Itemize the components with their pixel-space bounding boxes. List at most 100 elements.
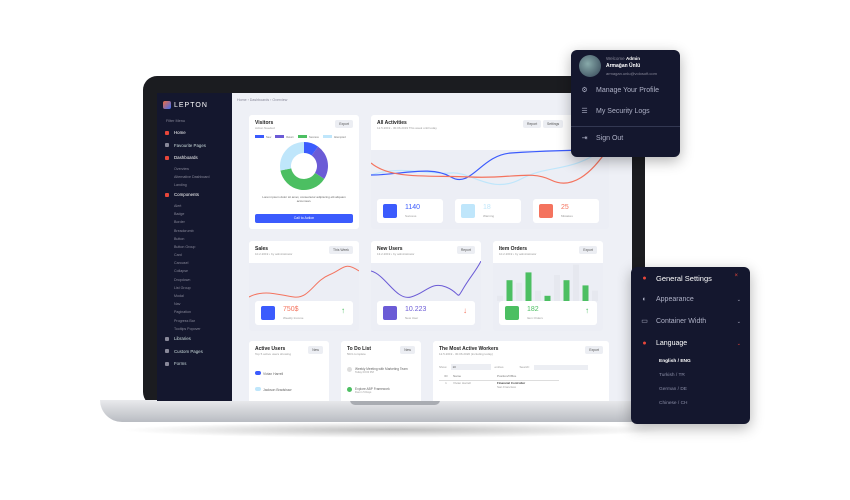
table-row[interactable]: 1 Vivian Harrell Financial Controller San F… [445, 381, 526, 389]
card-button[interactable]: Export [579, 246, 597, 254]
entries-select[interactable]: 10 [450, 364, 491, 370]
language-option[interactable]: English / ENG [659, 359, 691, 364]
breadcrumb-dashboards[interactable]: Dashboards [249, 98, 270, 102]
sidebar-item[interactable]: Progress Bar [174, 318, 195, 323]
card-subtitle: 12.5.2019 - 30.06.2020 (including today) [439, 352, 493, 356]
card-title: The Most Active Workers [439, 346, 499, 352]
sidebar-item[interactable]: Home [165, 127, 227, 140]
sidebar-item[interactable]: Forms [165, 358, 227, 371]
new-button[interactable]: New [400, 346, 415, 354]
card-title: Sales [255, 246, 269, 252]
filter-menu[interactable]: Filter Menu [166, 119, 185, 123]
card-button[interactable]: This Week [329, 246, 353, 254]
menu-icon [165, 361, 169, 366]
appearance-item[interactable]: ◐ Appearance ⌄ [642, 296, 741, 303]
chevron-down-icon: ⌄ [736, 296, 741, 303]
sidebar-item[interactable]: Favourite Pages [165, 140, 227, 153]
arrow-up-icon: ↑ [341, 306, 345, 315]
sidebar: LEPTON Filter Menu Home Favourite Pages Da… [157, 93, 232, 401]
sidebar-item[interactable]: Modal [174, 294, 184, 298]
sidebar-item[interactable]: Libraries [165, 333, 227, 346]
card-title: New Users [377, 246, 403, 252]
sidebar-item[interactable]: Nav [174, 302, 181, 307]
sidebar-item[interactable]: Landing [174, 183, 187, 188]
sales-card: Sales 10.2.2019 • by administrator This We… [249, 241, 359, 331]
export-button[interactable]: Export [585, 346, 603, 354]
container-icon: ▭ [641, 318, 648, 325]
sidebar-item[interactable]: List Group [174, 285, 191, 290]
language-item[interactable]: ● Language ⌄ [642, 340, 741, 347]
order-bar [535, 290, 541, 301]
language-option[interactable]: German / DE [659, 387, 687, 392]
activities-line-chart [371, 145, 609, 185]
sidebar-item[interactable]: Card [174, 253, 182, 258]
sidebar-item[interactable]: Pagination [174, 310, 191, 315]
sidebar-item[interactable]: Dropdown [174, 277, 191, 282]
language-option[interactable]: Chinese / CH [659, 401, 688, 406]
new-users-card: New Users 13.2.2019 • by administrator Rep… [371, 241, 481, 331]
card-title: Visitors [255, 120, 274, 126]
card-title: All Activities [377, 120, 407, 126]
sidebar-item[interactable]: Alternative Dashboard [174, 174, 210, 179]
container-width-item[interactable]: ▭ Container Width ⌄ [641, 318, 741, 325]
sidebar-item[interactable]: Dashboards [165, 152, 227, 165]
manage-profile-item[interactable]: ⚙ Manage Your Profile [581, 87, 660, 94]
todo-item[interactable]: Explore ABP Framework Due in 5 Days [347, 387, 411, 394]
item-orders-card: Item Orders 10.2.2019 • by administrator E… [493, 241, 603, 331]
sidebar-item[interactable]: Carousel [174, 261, 189, 266]
sidebar-item[interactable]: Overview [174, 166, 189, 171]
call-to-action-button[interactable]: Call to Action [255, 214, 353, 223]
logo[interactable]: LEPTON [163, 101, 208, 109]
stat-icon [383, 306, 397, 320]
close-icon[interactable]: × [734, 273, 738, 279]
menu-icon [165, 156, 169, 161]
order-bar [525, 272, 532, 301]
sidebar-item[interactable]: Button Group [174, 244, 196, 249]
sidebar-item[interactable]: Components [165, 189, 227, 202]
order-bar [544, 295, 551, 301]
chart-legend: New Return Success Attempted [255, 135, 346, 139]
search-input[interactable] [533, 364, 588, 370]
card-subtitle: Action Needed [255, 126, 275, 130]
card-subtitle: 10.2.2019 • by administrator [499, 252, 537, 256]
sidebar-item[interactable]: Alert [174, 203, 182, 208]
breadcrumb-home[interactable]: Home [237, 98, 247, 102]
user-item[interactable]: Jackson Bradshaw [255, 387, 291, 392]
user-item[interactable]: Vivian Harrell [255, 371, 283, 376]
sign-out-item[interactable]: ⇥ Sign Out [581, 135, 624, 142]
settings-button[interactable]: Settings [543, 120, 564, 128]
card-subtitle: Top 5 active users showing [255, 352, 292, 356]
report-button[interactable]: Report [523, 120, 542, 128]
donut-slice-success [280, 168, 325, 190]
sidebar-item[interactable]: Tooltips Popover [174, 326, 201, 331]
order-bar [506, 280, 513, 301]
stat-icon [461, 204, 475, 218]
menu-icon [165, 130, 169, 135]
general-settings-header: ● General Settings [642, 274, 712, 283]
sidebar-item[interactable]: Badge [174, 212, 185, 217]
visitors-card: Visitors Action Needed Export New Return S… [249, 115, 359, 229]
stat-icon [505, 306, 519, 320]
sidebar-item[interactable]: Button [174, 236, 185, 241]
sidebar-item[interactable]: Collapse [174, 269, 188, 274]
sidebar-item[interactable]: Custom Pages [165, 346, 227, 359]
active-users-card: Active Users Top 5 active users showing … [249, 341, 329, 401]
sidebar-item[interactable]: Breadcrumb [174, 228, 194, 233]
laptop-base [100, 400, 690, 422]
language-option[interactable]: Turkish / TR [659, 373, 685, 378]
sidebar-item[interactable]: Border [174, 220, 185, 225]
show-label: Show [439, 365, 447, 369]
order-bar [554, 275, 560, 301]
donut-slice-new [304, 142, 319, 156]
sales-line-chart [249, 265, 359, 298]
all-activities-card: All Activities 12.5.2019 - 30.06.2019 Th… [371, 115, 609, 229]
security-logs-item[interactable]: ☰ My Security Logs [581, 108, 650, 115]
card-button[interactable]: Report [456, 246, 475, 254]
visitors-donut-chart [280, 142, 328, 190]
sign-out-icon: ⇥ [581, 135, 588, 142]
new-button[interactable]: New [308, 346, 323, 354]
todo-item[interactable]: Weekly Meeting with Marketing Team Today … [347, 367, 411, 374]
user-email: armagan.unlu@volosoft.com [606, 71, 657, 76]
card-title: Item Orders [499, 246, 528, 252]
export-button[interactable]: Export [335, 120, 353, 128]
